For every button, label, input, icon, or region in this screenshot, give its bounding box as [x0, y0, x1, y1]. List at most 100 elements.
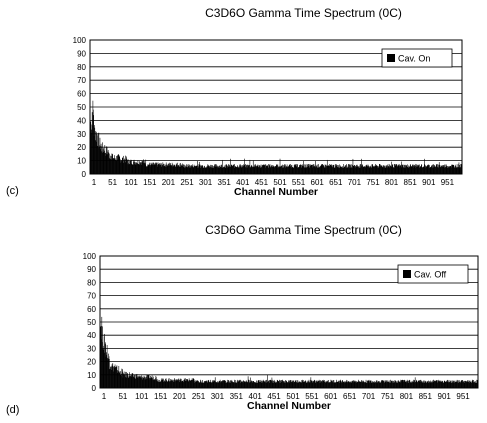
bar: [243, 380, 244, 388]
bar: [138, 164, 140, 174]
bar: [134, 375, 135, 388]
bar: [395, 165, 397, 174]
bar: [278, 167, 279, 174]
y-tick-label: 0: [82, 170, 87, 179]
bar: [400, 381, 401, 388]
bar: [262, 379, 264, 388]
bar: [192, 164, 193, 174]
bar: [126, 371, 127, 388]
bar: [168, 163, 170, 174]
bar: [319, 167, 321, 174]
bar: [348, 164, 349, 174]
bar: [147, 374, 149, 388]
bar: [251, 381, 252, 388]
bar: [195, 165, 197, 174]
bar: [111, 153, 113, 174]
bar: [452, 382, 453, 388]
bar: [419, 380, 421, 388]
bar: [203, 167, 204, 174]
bar: [128, 375, 130, 388]
bar: [386, 165, 388, 174]
bar: [210, 382, 212, 388]
bar: [220, 382, 222, 388]
bar: [328, 166, 330, 174]
bar: [150, 378, 152, 388]
bar: [380, 382, 381, 388]
bar: [337, 166, 339, 174]
bar: [406, 166, 408, 174]
bar: [271, 377, 273, 388]
bar: [124, 374, 125, 388]
bar: [205, 381, 207, 388]
bar: [369, 382, 371, 388]
bar: [433, 379, 434, 388]
bar: [201, 165, 203, 174]
bar: [181, 380, 183, 388]
bar: [166, 381, 168, 388]
bar: [331, 380, 332, 388]
bar: [264, 164, 265, 174]
bar: [329, 382, 330, 388]
x-tick-label: 601: [324, 392, 338, 401]
bar: [358, 166, 359, 174]
bar: [185, 380, 187, 388]
bar: [228, 164, 229, 174]
bar: [167, 165, 168, 174]
bar: [446, 167, 448, 174]
bar: [388, 166, 389, 174]
bar: [182, 381, 184, 388]
bar: [102, 348, 104, 388]
bar: [378, 167, 380, 174]
bar: [426, 166, 428, 174]
bar: [177, 379, 179, 388]
bar: [303, 160, 304, 174]
bar: [335, 382, 337, 388]
bar: [338, 167, 340, 174]
bar: [172, 379, 173, 388]
bar: [202, 380, 203, 388]
bar: [403, 167, 404, 174]
bar: [380, 166, 382, 174]
bar: [408, 380, 409, 388]
bar: [369, 167, 371, 174]
bar: [230, 166, 232, 174]
bar: [255, 382, 257, 388]
bar: [209, 381, 210, 388]
bar: [373, 165, 375, 174]
bar: [371, 164, 373, 174]
bar: [462, 380, 463, 388]
bar: [164, 381, 165, 388]
bar: [320, 167, 321, 174]
bar: [469, 380, 471, 388]
bar: [267, 382, 269, 388]
bar: [434, 167, 436, 174]
bar: [461, 380, 462, 388]
bar: [401, 381, 403, 388]
y-tick-label: 90: [77, 49, 86, 58]
bar: [350, 165, 351, 174]
bar: [302, 380, 304, 388]
bar: [129, 372, 130, 388]
bar: [386, 167, 388, 174]
bar: [242, 382, 243, 388]
bar: [267, 381, 269, 388]
bar: [252, 382, 253, 388]
bar: [118, 365, 120, 388]
x-tick-label: 701: [362, 392, 376, 401]
bar: [164, 380, 166, 388]
bar: [125, 376, 127, 388]
bar: [292, 380, 293, 388]
bar: [342, 382, 344, 388]
bar: [278, 167, 280, 174]
bar: [233, 382, 234, 388]
bar: [463, 381, 464, 388]
bar: [357, 381, 359, 388]
bar: [340, 165, 341, 174]
bar: [184, 164, 185, 174]
bar: [216, 382, 218, 388]
bar: [110, 366, 112, 388]
bar: [422, 166, 424, 174]
bar: [233, 164, 234, 174]
bar: [399, 381, 400, 388]
bar: [397, 165, 399, 174]
